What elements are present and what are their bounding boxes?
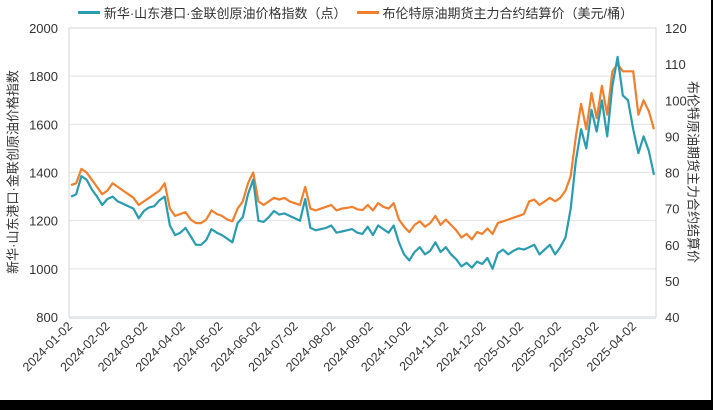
left-tick-label: 1600 (29, 117, 58, 132)
right-tick-label: 80 (665, 166, 679, 181)
line-chart: 800 1000 1200 1400 1600 1800 2000 40 50 60 70 80 90… (20, 21, 687, 374)
right-tick-label: 100 (665, 93, 687, 108)
chart-legend: 新华·山东港口·金联创原油价格指数（点） 布伦特原油期货主力合约结算价（美元/桶… (0, 3, 711, 22)
legend-item-brent[interactable]: 布伦特原油期货主力合约结算价（美元/桶） (356, 3, 634, 22)
grid-lines (69, 75, 656, 270)
x-axis-ticks: 2024-01-022024-02-022024-03-022024-04-02… (20, 319, 639, 374)
left-tick-label: 1200 (29, 214, 58, 229)
right-tick-label: 50 (665, 274, 679, 289)
series-line-brent (70, 62, 656, 241)
left-tick-label: 1400 (29, 166, 58, 181)
legend-label-index: 新华·山东港口·金联创原油价格指数（点） (103, 6, 347, 21)
right-tick-label: 90 (665, 129, 679, 144)
legend-swatch-orange-icon (356, 11, 379, 14)
legend-label-brent: 布伦特原油期货主力合约结算价（美元/桶） (382, 6, 634, 21)
right-tick-label: 60 (665, 238, 679, 253)
right-axis-ticks: 40 50 60 70 80 90 100 110 120 (665, 21, 687, 325)
right-tick-label: 120 (665, 21, 687, 36)
legend-swatch-teal-icon (77, 11, 100, 14)
screen-edge-right (711, 0, 713, 410)
right-tick-label: 70 (665, 202, 679, 217)
right-tick-label: 110 (665, 57, 686, 72)
series-line-index (70, 55, 656, 270)
left-tick-label: 1800 (29, 69, 58, 84)
left-tick-label: 1000 (29, 262, 58, 277)
legend-item-index[interactable]: 新华·山东港口·金联创原油价格指数（点） (77, 3, 347, 22)
screen-edge-bottom (0, 400, 713, 410)
left-tick-label: 800 (36, 310, 58, 325)
left-tick-label: 2000 (29, 21, 58, 36)
right-tick-label: 40 (665, 310, 679, 325)
chart-canvas: 新华·山东港口·金联创原油价格指数（点） 布伦特原油期货主力合约结算价（美元/桶… (0, 0, 711, 400)
left-axis-ticks: 800 1000 1200 1400 1600 1800 2000 (29, 21, 58, 325)
